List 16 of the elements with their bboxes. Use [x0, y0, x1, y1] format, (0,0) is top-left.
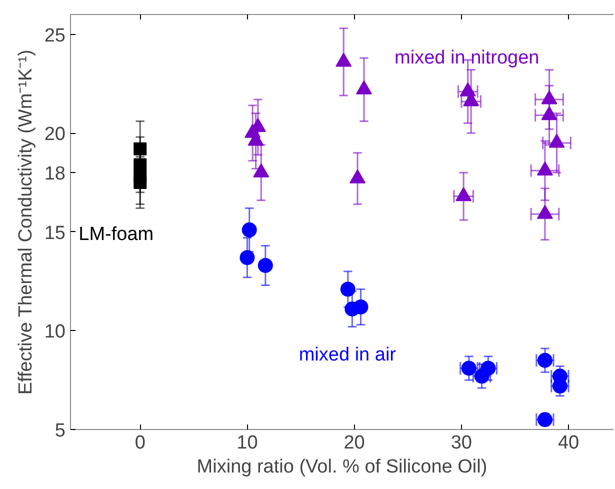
x-tick-label: 30 — [450, 432, 472, 454]
series-label: mixed in nitrogen — [394, 48, 540, 69]
y-tick-label: 20 — [44, 124, 66, 146]
y-tick-label: 5 — [54, 420, 66, 442]
x-axis-title: Mixing ratio (Vol. % of Silicone Oil) — [196, 456, 488, 478]
y-tick-label: 18 — [44, 164, 66, 185]
y-tick-label: 25 — [44, 25, 66, 46]
series-label: LM-foam — [78, 224, 154, 245]
x-tick-label: 40 — [558, 432, 580, 454]
y-tick-label: 10 — [44, 322, 66, 343]
text: mixed in air — [298, 344, 397, 366]
y-axis-title: Effective Thermal Conductivity (Wm⁻¹K⁻¹) — [15, 50, 36, 395]
y-tick-label: 15 — [44, 222, 66, 244]
x-tick-label: 20 — [344, 432, 365, 454]
x-tick-label: 0 — [134, 432, 146, 454]
x-tick-label: 10 — [236, 432, 258, 454]
